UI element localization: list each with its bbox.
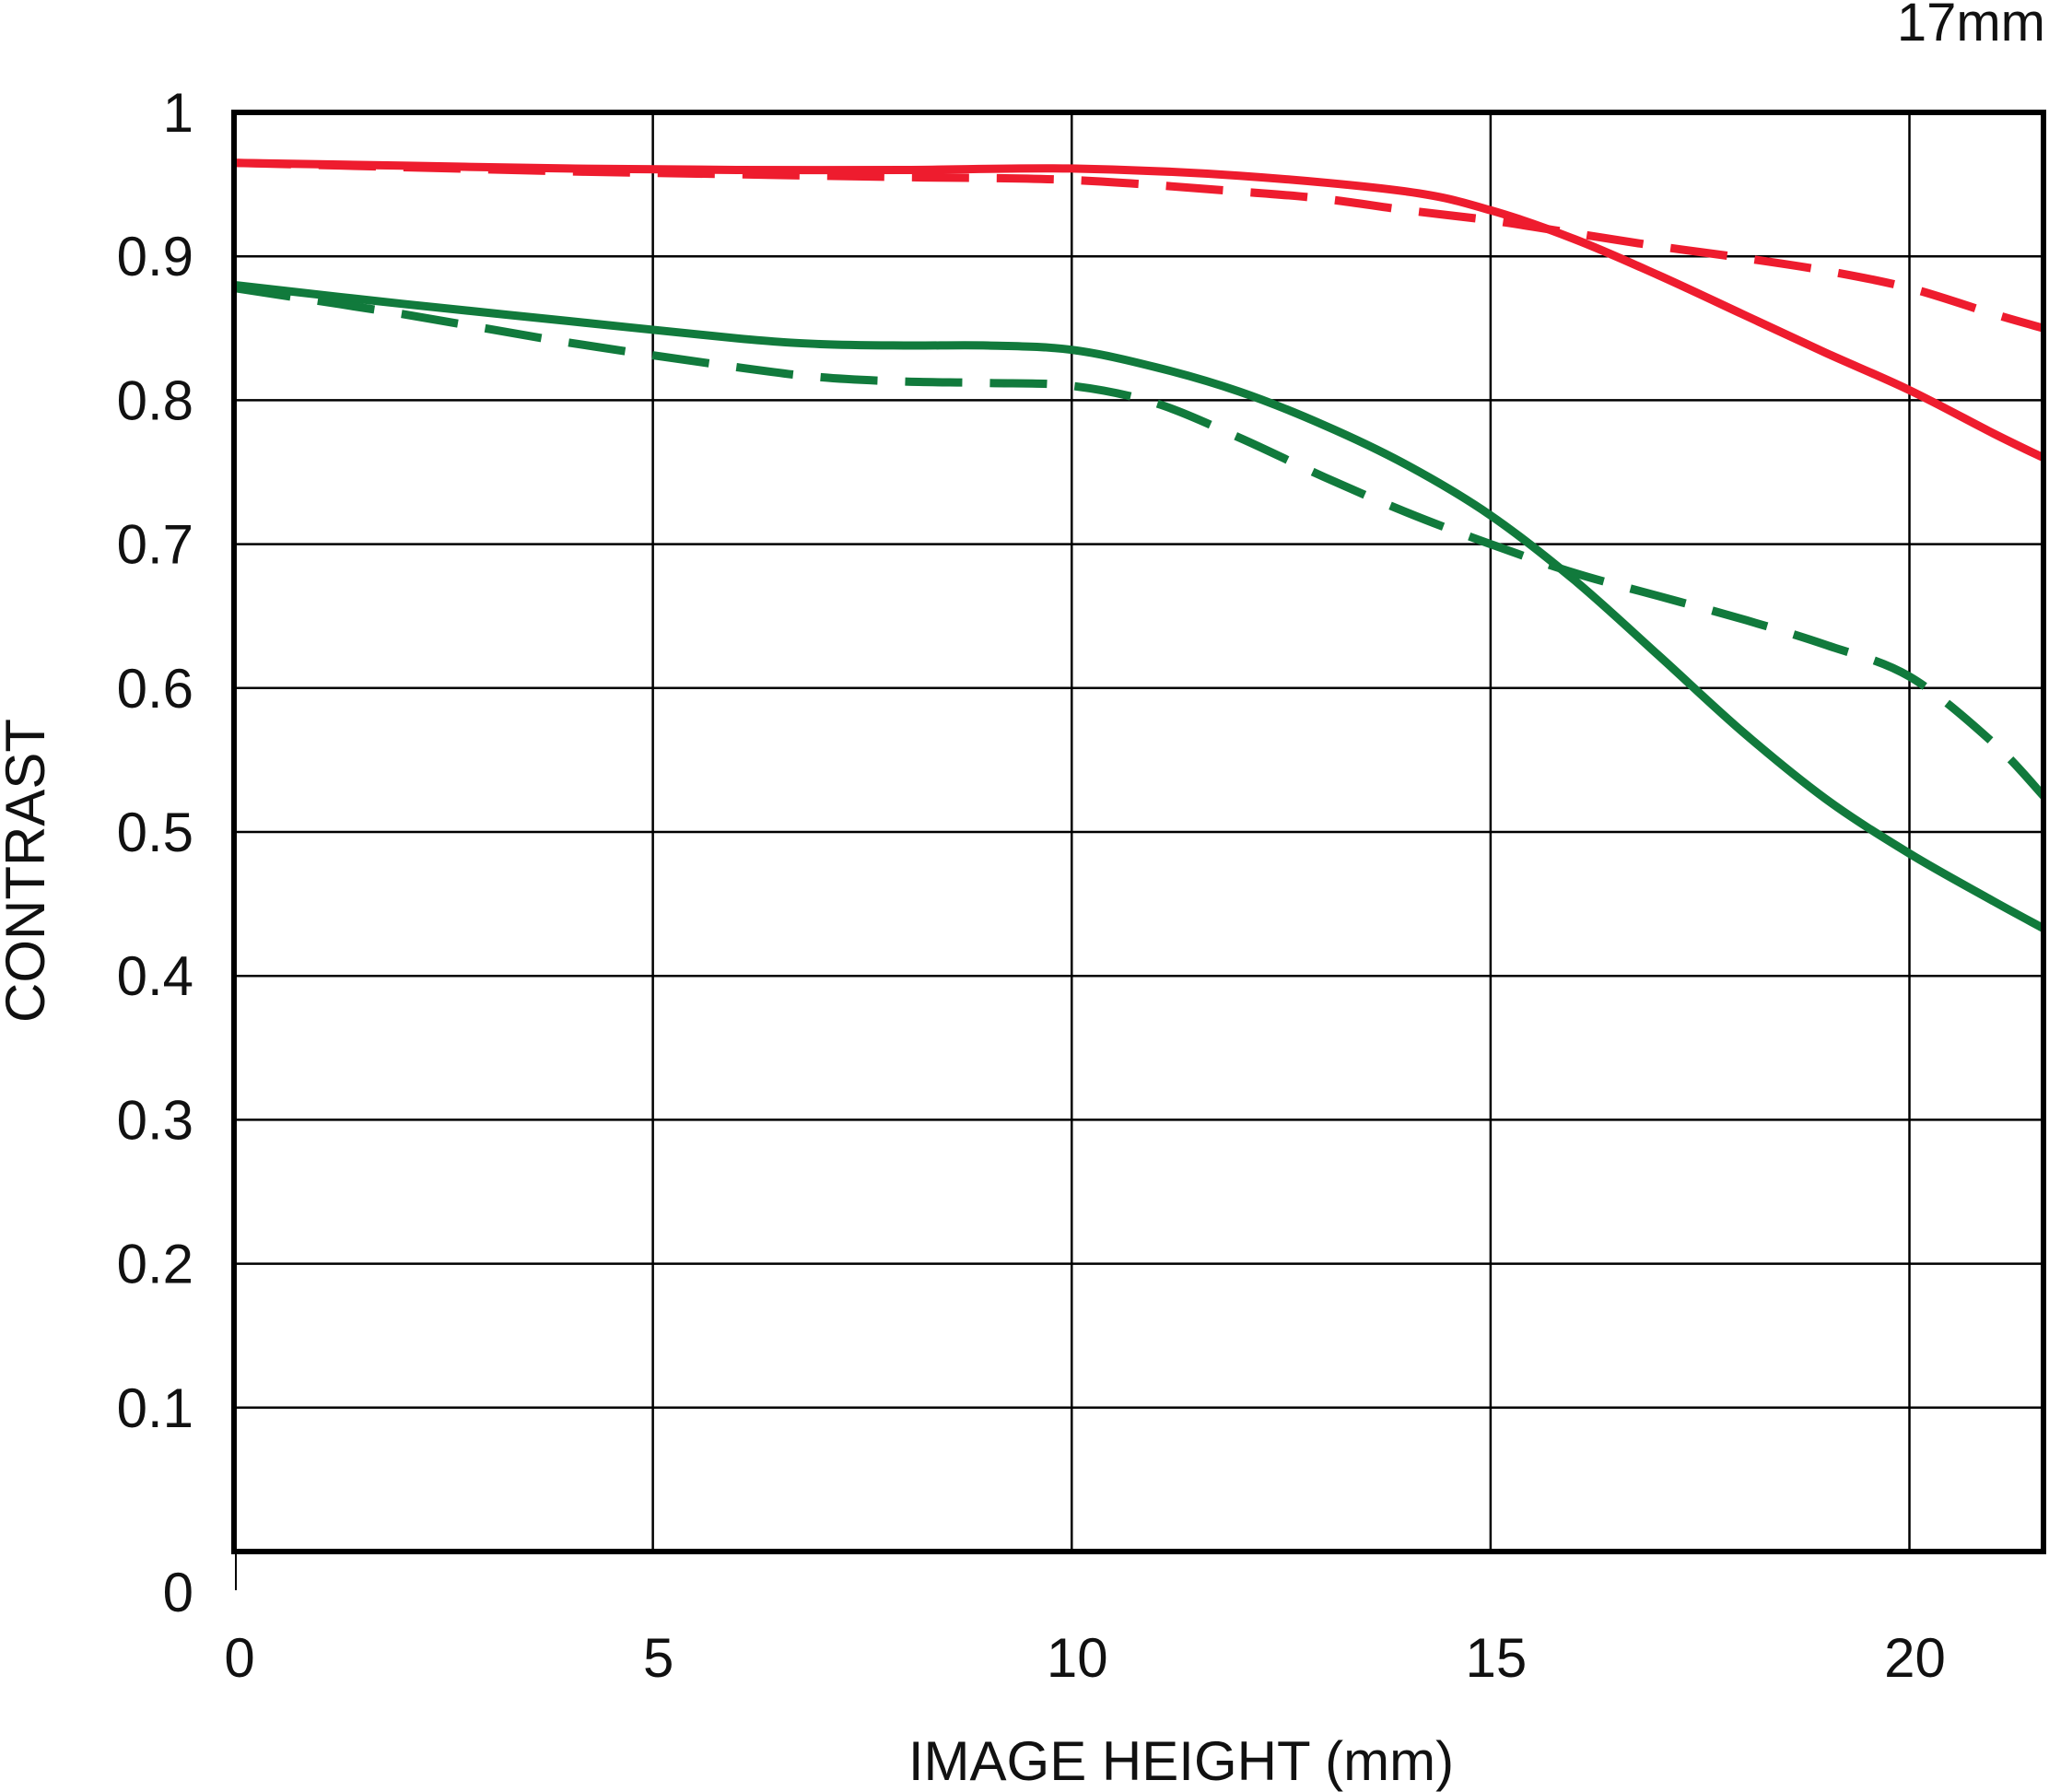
y-tick-label: 0.5 bbox=[117, 802, 193, 863]
series-line-4-dashed bbox=[234, 284, 2043, 799]
x-tick-label: 20 bbox=[1884, 1627, 1946, 1689]
x-axis-title: IMAGE HEIGHT (mm) bbox=[908, 1730, 1454, 1792]
y-tick-label: 0.7 bbox=[117, 514, 193, 576]
x-tick-label: 10 bbox=[1047, 1627, 1108, 1689]
y-tick-label: 0.3 bbox=[117, 1089, 193, 1151]
y-axis: 0 0.1 0.2 0.3 0.4 0.5 0.6 0.7 0.8 0.9 1 bbox=[117, 82, 193, 1623]
y-tick-label: 1 bbox=[163, 82, 193, 144]
y-tick-label: 0.2 bbox=[117, 1234, 193, 1295]
y-tick-label: 0 bbox=[163, 1562, 193, 1623]
x-tick-label: 5 bbox=[643, 1627, 673, 1689]
y-tick-label: 0.8 bbox=[117, 369, 193, 431]
y-axis-title: CONTRAST bbox=[0, 719, 56, 1023]
y-tick-label: 0.9 bbox=[117, 226, 193, 287]
x-tick-label: 15 bbox=[1466, 1627, 1528, 1689]
series-layer bbox=[234, 158, 2043, 932]
series-line-2-dashed bbox=[234, 158, 2043, 333]
x-tick-label: 0 bbox=[224, 1627, 254, 1689]
focal-length-label: 17mm bbox=[1897, 0, 2045, 53]
y-tick-label: 0.4 bbox=[117, 945, 193, 1007]
series-line-1-solid bbox=[234, 158, 2043, 462]
plot-frame bbox=[231, 110, 2046, 1554]
y-tick-label: 0.1 bbox=[117, 1377, 193, 1439]
y-tick-label: 0.6 bbox=[117, 658, 193, 720]
series-line-3-solid bbox=[234, 280, 2043, 932]
x-axis: 0 5 10 15 20 bbox=[224, 1627, 1946, 1689]
